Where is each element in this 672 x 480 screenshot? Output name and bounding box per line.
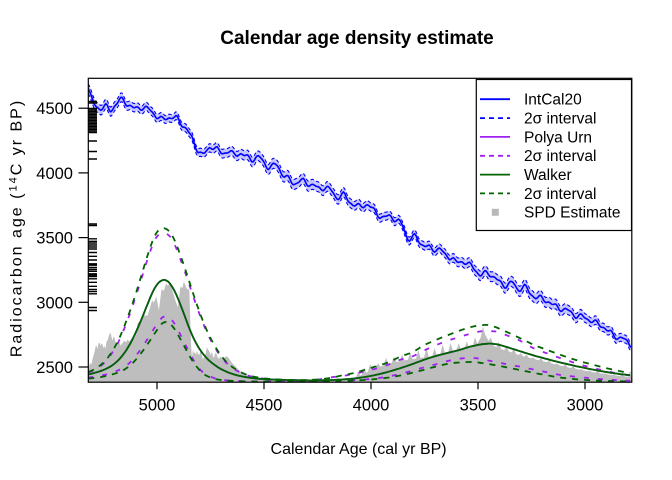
svg-text:4000: 4000 (36, 165, 73, 183)
svg-text:Calendar age density estimate: Calendar age density estimate (220, 28, 494, 49)
svg-text:IntCal20: IntCal20 (524, 92, 582, 109)
svg-text:2σ interval: 2σ interval (524, 111, 596, 128)
svg-text:2500: 2500 (36, 359, 73, 377)
svg-text:3000: 3000 (567, 397, 604, 415)
svg-text:Polya Urn: Polya Urn (524, 129, 592, 146)
svg-text:SPD Estimate: SPD Estimate (524, 205, 620, 222)
svg-text:4500: 4500 (246, 397, 283, 415)
svg-text:Calendar Age (cal yr BP): Calendar Age (cal yr BP) (271, 441, 447, 458)
svg-text:3000: 3000 (36, 294, 73, 312)
svg-text:4500: 4500 (36, 100, 73, 118)
svg-text:Radiocarbon age (14C yr BP): Radiocarbon age (14C yr BP) (8, 99, 26, 357)
svg-text:Walker: Walker (524, 167, 572, 184)
svg-text:3500: 3500 (36, 230, 73, 248)
svg-text:5000: 5000 (139, 397, 176, 415)
svg-text:2σ interval: 2σ interval (524, 186, 596, 203)
svg-text:3500: 3500 (460, 397, 497, 415)
svg-text:4000: 4000 (353, 397, 390, 415)
svg-text:2σ interval: 2σ interval (524, 148, 596, 165)
